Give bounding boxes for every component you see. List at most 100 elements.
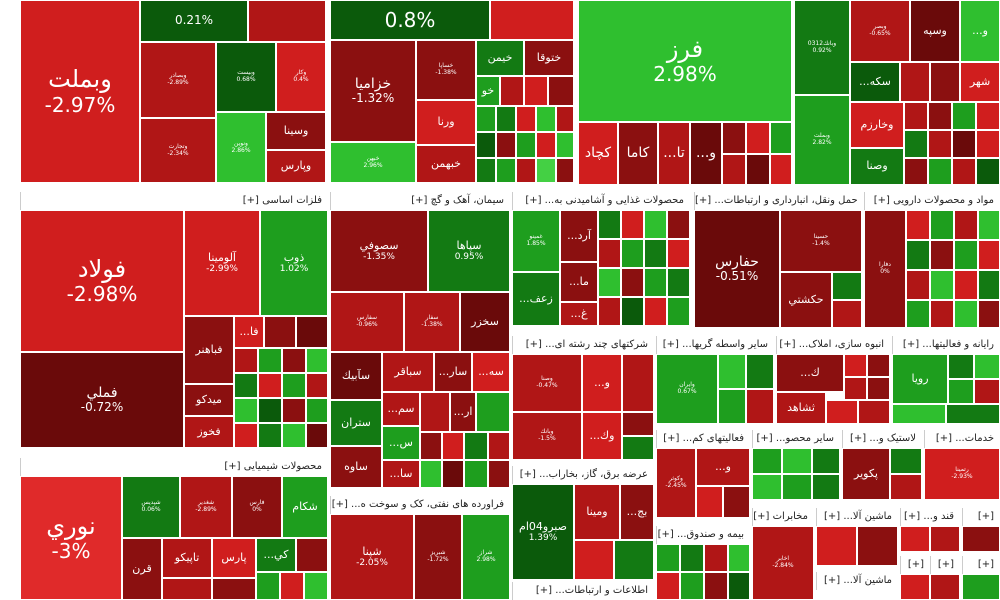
tile[interactable]: وكار 0.4%: [276, 42, 326, 112]
tile[interactable]: [234, 423, 258, 448]
tile[interactable]: [728, 572, 750, 600]
tile[interactable]: [746, 389, 774, 424]
tile[interactable]: [930, 526, 960, 552]
tile[interactable]: خساپا -1.38%: [416, 40, 476, 100]
tile[interactable]: [476, 158, 496, 183]
tile[interactable]: [420, 460, 442, 488]
tile[interactable]: [867, 377, 890, 400]
tile-vsana[interactable]: وصنا: [850, 148, 904, 185]
tile-vbmellat[interactable]: وبملت -2.97%: [20, 0, 140, 183]
tile[interactable]: [622, 436, 654, 460]
tile[interactable]: [598, 268, 621, 297]
tile-k[interactable]: ...ك: [776, 354, 844, 392]
tile[interactable]: حسينا -1.4%: [780, 210, 862, 272]
tile[interactable]: [928, 158, 952, 185]
tile[interactable]: [234, 348, 258, 373]
tile[interactable]: [496, 106, 516, 132]
tile[interactable]: [680, 572, 704, 600]
tile[interactable]: [306, 398, 328, 423]
tile[interactable]: وبصادر -2.89%: [140, 42, 216, 118]
tile-sepaha[interactable]: سپاها 0.95%: [428, 210, 510, 292]
tile[interactable]: [948, 354, 974, 379]
tile[interactable]: [598, 239, 621, 268]
tile[interactable]: [962, 526, 1000, 552]
tile[interactable]: [524, 76, 548, 106]
tile-vesoye[interactable]: وسپه: [910, 0, 960, 62]
tile-kpars[interactable]: پارس: [212, 538, 256, 578]
tile[interactable]: [826, 400, 858, 424]
tile[interactable]: [952, 158, 976, 185]
tile[interactable]: [598, 297, 621, 326]
tile-tapiko[interactable]: تاپيكو: [162, 538, 212, 578]
tile[interactable]: [906, 270, 930, 300]
tile[interactable]: [258, 398, 282, 423]
sector-header-multi[interactable]: [+] ...شرکتهای چند رشته ای: [512, 336, 654, 354]
tile[interactable]: [752, 474, 782, 500]
tile-fa[interactable]: ...فا: [234, 316, 264, 348]
tile[interactable]: [656, 544, 680, 572]
tile-femli[interactable]: فملي -0.72%: [20, 352, 184, 448]
tile-shina[interactable]: شپنا -2.05%: [330, 514, 414, 600]
tile-sartan[interactable]: ستران: [330, 400, 382, 446]
tile[interactable]: [954, 210, 978, 240]
tile-vesina[interactable]: وسينا: [266, 112, 326, 150]
tile[interactable]: [476, 132, 496, 158]
tile[interactable]: سفار -1.38%: [404, 292, 460, 352]
tile[interactable]: [667, 239, 690, 268]
sector-header-food[interactable]: [+] ...محصولات غذایی و آشامیدنی به: [512, 192, 690, 210]
tile[interactable]: [234, 398, 258, 423]
tile[interactable]: [718, 389, 746, 424]
tile[interactable]: [954, 270, 978, 300]
tile-sar[interactable]: ...سار: [434, 352, 472, 392]
tile-sbaghar[interactable]: سباقر: [382, 352, 434, 392]
sector-header-small-3[interactable]: [+]: [930, 556, 960, 574]
tile[interactable]: شراز 2.98%: [462, 514, 510, 600]
sector-header-other-prod[interactable]: [+] ...سایر محصو: [752, 430, 840, 448]
tile[interactable]: [976, 130, 1000, 158]
tile[interactable]: [728, 544, 750, 572]
tile[interactable]: [516, 106, 536, 132]
tile[interactable]: [978, 300, 1000, 328]
tile[interactable]: [718, 354, 746, 389]
sector-header-services[interactable]: [+] ...خدمات: [924, 430, 1000, 448]
tile[interactable]: [162, 578, 212, 600]
tile[interactable]: [723, 486, 750, 518]
tile-vo1[interactable]: ...و: [690, 122, 722, 185]
tile-sar2[interactable]: ...ار: [450, 392, 476, 432]
tile[interactable]: [906, 240, 930, 270]
tile[interactable]: [258, 373, 282, 398]
sector-header-utility[interactable]: [+] ...عرضه برق، گاز، بخاراب: [512, 466, 654, 484]
tile[interactable]: [858, 400, 890, 424]
tile[interactable]: [656, 572, 680, 600]
tile[interactable]: [904, 102, 928, 130]
tile[interactable]: [614, 540, 654, 580]
tile[interactable]: [978, 240, 1000, 270]
tile[interactable]: وبانك -1.5%: [512, 412, 582, 460]
tile[interactable]: وبصر -0.65%: [850, 0, 910, 62]
tile-varna[interactable]: ورنا: [416, 100, 476, 145]
sector-header-auxfin[interactable]: [+] ...فعالیتهای کم: [656, 430, 750, 448]
tile[interactable]: [622, 412, 654, 436]
tile-khazamia[interactable]: خزاميا -1.32%: [330, 40, 416, 142]
tile[interactable]: [930, 240, 954, 270]
tile-hakshti[interactable]: حكشتي: [780, 272, 832, 328]
tile-gh[interactable]: ...غ: [560, 302, 598, 326]
tile[interactable]: [667, 268, 690, 297]
sector-header-machinery-2[interactable]: [+] ...ماشین آلا: [816, 572, 898, 590]
tile[interactable]: [476, 392, 510, 432]
tile[interactable]: [752, 448, 782, 474]
tile[interactable]: وبانك0312 0.92%: [794, 0, 850, 95]
tile-akhabar[interactable]: اخابر -2.84%: [752, 526, 814, 600]
tile[interactable]: [928, 102, 952, 130]
tile[interactable]: [621, 210, 644, 239]
tile-khbahman[interactable]: خبهمن: [416, 145, 476, 183]
tile[interactable]: [234, 373, 258, 398]
tile[interactable]: [556, 158, 574, 183]
tile[interactable]: [770, 154, 792, 185]
tile-vo4[interactable]: ...و: [696, 448, 750, 486]
tile-ard[interactable]: ...آرد: [560, 210, 598, 262]
sector-header-pharma[interactable]: [+] مواد و محصولات دارویی: [864, 192, 1000, 210]
tile[interactable]: [948, 379, 974, 404]
tile[interactable]: [952, 102, 976, 130]
tile[interactable]: [962, 574, 1000, 600]
